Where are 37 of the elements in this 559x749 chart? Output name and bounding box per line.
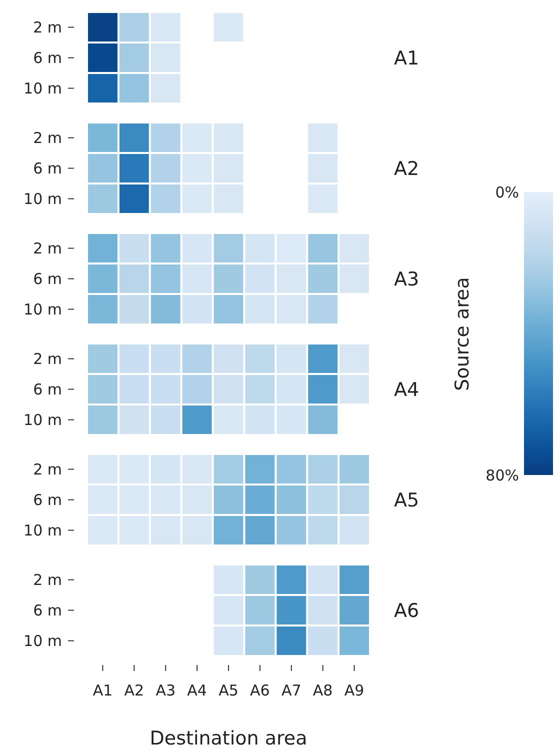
x-tick-label: A9 xyxy=(344,681,364,700)
y-tick-label: 10 m xyxy=(24,300,62,318)
y-tick-label: 6 m xyxy=(33,380,62,398)
x-tick-label: A6 xyxy=(250,681,270,700)
y-tick-label: 10 m xyxy=(24,411,62,429)
x-tick-label: A5 xyxy=(218,681,238,700)
y2-tick-label: A1 xyxy=(394,47,420,70)
color-bar-label: 0% xyxy=(495,183,519,202)
y-tick-label: 2 m xyxy=(33,460,62,478)
y-tick-label: 6 m xyxy=(33,491,62,509)
x-tick-label: A1 xyxy=(92,681,113,700)
y-tick-label: 2 m xyxy=(33,18,62,36)
x-tick-label: A2 xyxy=(124,681,144,700)
y-tick-label: 2 m xyxy=(33,571,62,589)
y2-tick-label: A6 xyxy=(394,600,420,622)
y-tick-label: 2 m xyxy=(33,129,62,147)
y-tick-label: 6 m xyxy=(33,602,62,620)
y-tick-label: 10 m xyxy=(24,522,62,540)
y2-tick-label: A4 xyxy=(394,378,420,401)
y2-tick-label: A3 xyxy=(394,268,420,290)
y-axis-title: Source area xyxy=(452,277,474,391)
x-tick-label: A3 xyxy=(156,681,176,700)
y-tick-label: 2 m xyxy=(33,240,62,258)
y2-tick-label: A2 xyxy=(394,158,420,180)
x-tick-label: A7 xyxy=(281,681,302,700)
x-tick-label: A4 xyxy=(187,681,207,700)
y-tick-label: 10 m xyxy=(24,632,62,650)
y-tick-label: 10 m xyxy=(24,190,62,208)
color-bar-label: 80% xyxy=(486,466,519,484)
y-tick-label: 6 m xyxy=(33,49,62,67)
y-tick-label: 6 m xyxy=(33,270,62,288)
x-axis-title: Destination area xyxy=(150,728,308,749)
y2-tick-label: A5 xyxy=(394,489,420,512)
y-tick-label: 6 m xyxy=(33,160,62,178)
x-tick-label: A8 xyxy=(312,681,333,700)
y-tick-label: 2 m xyxy=(33,350,62,368)
y-tick-label: 10 m xyxy=(24,80,62,98)
